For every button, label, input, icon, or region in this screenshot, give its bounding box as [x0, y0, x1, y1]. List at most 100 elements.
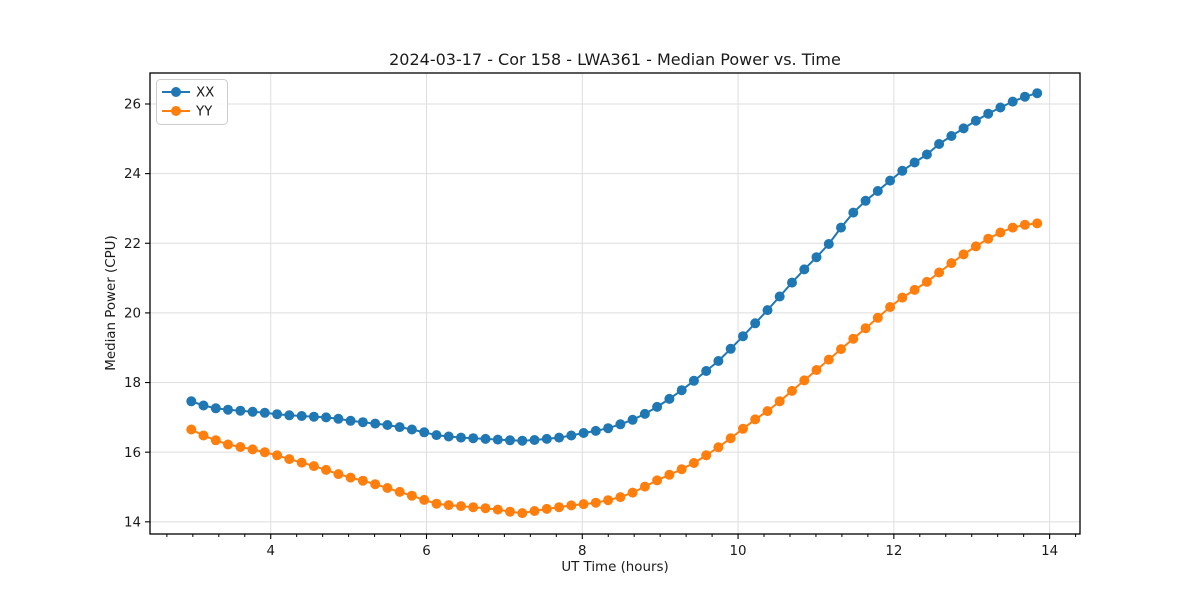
- x-tick-label: 4: [266, 544, 275, 559]
- legend-item-xx: XX: [162, 86, 214, 101]
- data-point-xx: [750, 318, 761, 329]
- data-point-xx: [492, 434, 503, 445]
- data-point-yy: [750, 414, 761, 425]
- data-point-xx: [223, 404, 233, 415]
- data-point-xx: [885, 175, 896, 186]
- data-point-xx: [664, 393, 675, 404]
- data-point-yy: [210, 435, 221, 446]
- x-tick-label: 8: [578, 544, 587, 559]
- y-tick-label: 16: [124, 446, 141, 461]
- data-point-yy: [492, 504, 503, 515]
- data-point-xx: [836, 222, 846, 233]
- data-point-yy: [921, 276, 932, 287]
- data-point-yy: [1019, 219, 1030, 230]
- data-point-yy: [394, 486, 405, 497]
- data-point-yy: [627, 487, 638, 498]
- data-point-xx: [566, 430, 577, 441]
- data-point-xx: [345, 415, 356, 426]
- data-point-yy: [357, 475, 368, 486]
- data-point-yy: [762, 406, 773, 417]
- data-point-xx: [946, 131, 957, 141]
- data-point-yy: [456, 501, 466, 512]
- data-point-yy: [860, 323, 871, 334]
- data-point-yy: [676, 464, 687, 475]
- data-point-xx: [382, 420, 393, 430]
- data-point-yy: [419, 494, 430, 505]
- data-point-yy: [909, 284, 920, 295]
- data-point-xx: [554, 432, 565, 443]
- series-yy: [186, 218, 1043, 519]
- data-point-yy: [1032, 218, 1043, 229]
- data-point-yy: [701, 450, 712, 461]
- data-point-xx: [823, 239, 834, 249]
- data-point-yy: [958, 249, 969, 260]
- tick-layer: 4 6 8 10 12 14 14 16 18 20 22 24 26: [124, 98, 1077, 559]
- data-point-xx: [480, 433, 491, 444]
- data-point-yy: [738, 423, 748, 434]
- x-tick-label: 6: [422, 544, 431, 559]
- data-point-yy: [406, 490, 417, 501]
- data-point-yy: [848, 333, 859, 344]
- data-point-xx: [1032, 88, 1043, 99]
- data-point-yy: [934, 267, 945, 278]
- data-point-xx: [468, 433, 479, 444]
- data-point-yy: [235, 442, 246, 452]
- data-point-xx: [774, 291, 785, 302]
- data-point-xx: [406, 424, 417, 435]
- data-point-xx: [676, 385, 687, 396]
- data-point-xx: [443, 431, 454, 442]
- y-tick-label: 26: [124, 98, 141, 113]
- data-point-xx: [456, 432, 466, 443]
- data-point-yy: [308, 461, 319, 472]
- data-point-yy: [296, 457, 307, 468]
- y-axis-label: Median Power (CPU): [104, 235, 119, 370]
- data-point-yy: [480, 503, 491, 514]
- data-point-xx: [860, 195, 871, 206]
- x-tick-label: 10: [730, 544, 747, 559]
- data-point-xx: [333, 413, 344, 424]
- data-point-xx: [762, 305, 773, 316]
- data-point-yy: [517, 508, 528, 519]
- data-point-xx: [738, 331, 748, 342]
- data-point-xx: [272, 409, 283, 420]
- data-point-xx: [235, 405, 246, 416]
- data-point-xx: [247, 406, 258, 417]
- data-point-xx: [909, 157, 920, 168]
- data-point-xx: [725, 343, 736, 354]
- data-point-xx: [419, 427, 430, 438]
- data-point-xx: [872, 186, 883, 196]
- data-point-xx: [578, 428, 589, 438]
- data-point-xx: [799, 264, 810, 275]
- data-point-yy: [284, 454, 295, 465]
- data-point-yy: [713, 442, 724, 453]
- plot-frame: [149, 72, 1081, 535]
- data-point-yy: [897, 292, 908, 303]
- data-point-xx: [615, 419, 626, 430]
- data-point-yy: [590, 497, 601, 508]
- data-point-yy: [345, 472, 356, 483]
- data-point-yy: [541, 503, 552, 514]
- data-point-yy: [431, 498, 442, 509]
- data-point-xx: [701, 366, 712, 376]
- data-point-xx: [370, 418, 381, 429]
- y-tick-label: 14: [124, 515, 141, 530]
- data-point-yy: [1007, 222, 1018, 233]
- data-point-xx: [934, 139, 945, 149]
- data-point-yy: [811, 365, 822, 375]
- legend-marker-yy: [171, 106, 181, 116]
- data-point-yy: [995, 227, 1006, 238]
- data-point-yy: [799, 375, 810, 386]
- series-line-xx: [190, 92, 1039, 442]
- grid-layer: [150, 73, 1080, 534]
- data-point-yy: [836, 344, 846, 355]
- data-point-yy: [639, 481, 650, 492]
- data-point-xx: [713, 356, 724, 366]
- data-point-yy: [529, 506, 540, 516]
- data-point-xx: [897, 165, 908, 176]
- data-point-xx: [652, 401, 663, 412]
- data-point-xx: [958, 123, 969, 134]
- x-tick-label: 12: [885, 544, 902, 559]
- data-point-yy: [554, 502, 565, 513]
